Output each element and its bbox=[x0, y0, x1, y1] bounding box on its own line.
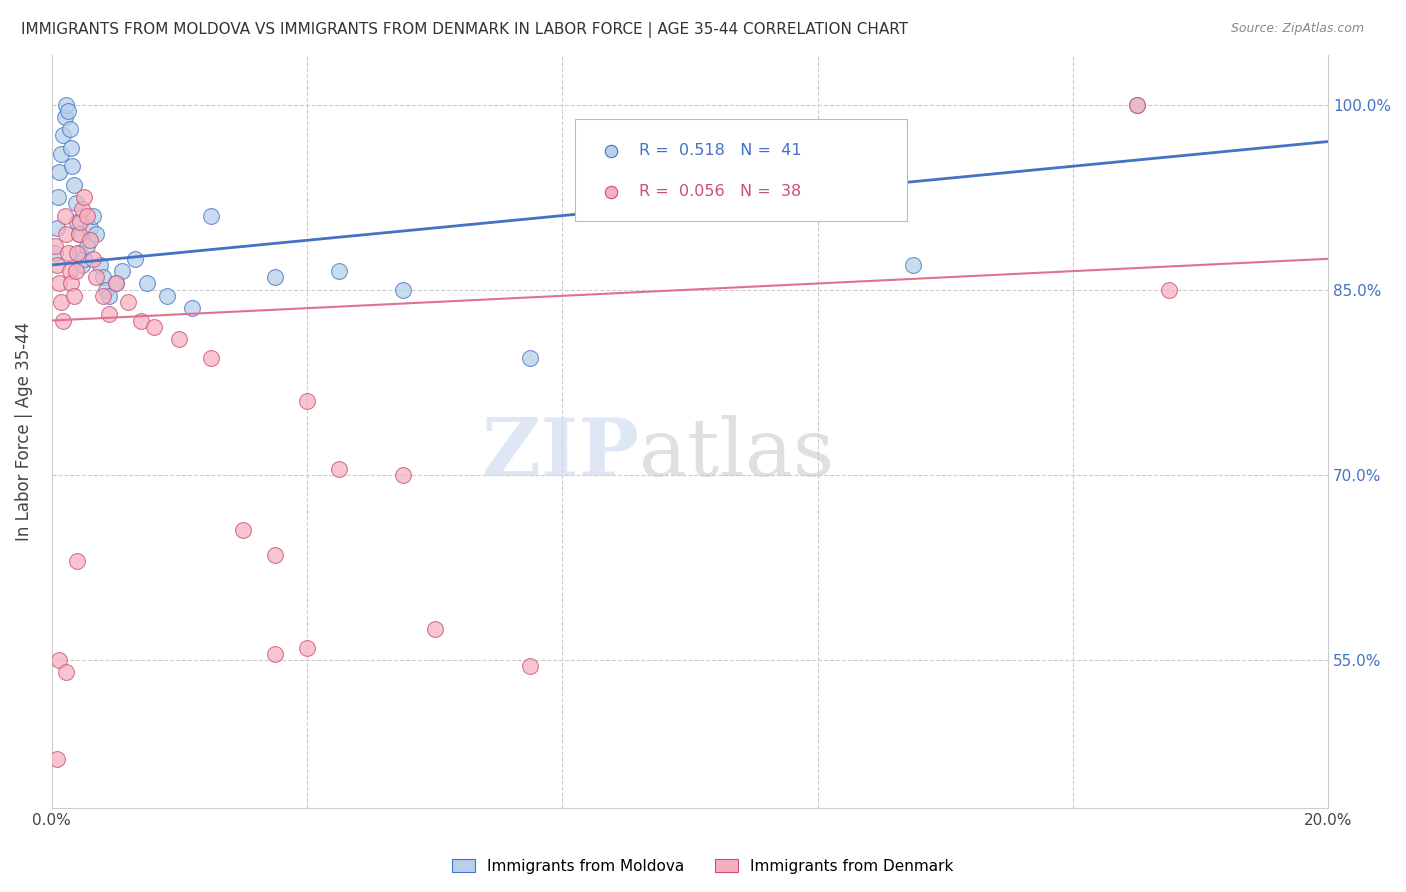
Point bbox=[76, 209, 98, 223]
Point bbox=[48, 165, 70, 179]
Point bbox=[1157, 283, 1180, 297]
Point bbox=[91, 270, 114, 285]
Point bbox=[63, 289, 86, 303]
Point bbox=[104, 277, 127, 291]
Point bbox=[79, 221, 101, 235]
Point bbox=[169, 332, 191, 346]
Point bbox=[142, 319, 165, 334]
Point bbox=[82, 209, 104, 223]
Point bbox=[82, 252, 104, 266]
Point bbox=[679, 165, 702, 179]
Point bbox=[1125, 97, 1147, 112]
Point bbox=[48, 277, 70, 291]
Point bbox=[328, 461, 350, 475]
Point bbox=[200, 351, 222, 365]
Point bbox=[65, 264, 87, 278]
Point bbox=[89, 258, 111, 272]
Point bbox=[53, 209, 76, 223]
Point bbox=[67, 227, 90, 241]
Point bbox=[66, 245, 89, 260]
Point bbox=[111, 264, 134, 278]
Point bbox=[124, 252, 146, 266]
Point bbox=[45, 258, 67, 272]
Y-axis label: In Labor Force | Age 35-44: In Labor Force | Age 35-44 bbox=[15, 322, 32, 541]
Point bbox=[86, 270, 108, 285]
Point bbox=[66, 215, 89, 229]
Point bbox=[63, 178, 86, 192]
Point bbox=[73, 252, 96, 266]
Legend: Immigrants from Moldova, Immigrants from Denmark: Immigrants from Moldova, Immigrants from… bbox=[446, 853, 960, 880]
Point bbox=[94, 283, 117, 297]
Point bbox=[79, 233, 101, 247]
Text: atlas: atlas bbox=[638, 415, 834, 493]
Point bbox=[129, 313, 152, 327]
Point bbox=[76, 239, 98, 253]
Point bbox=[69, 215, 91, 229]
Point bbox=[117, 295, 139, 310]
Point bbox=[69, 245, 91, 260]
Point bbox=[328, 264, 350, 278]
Point bbox=[51, 295, 73, 310]
Point bbox=[232, 524, 254, 538]
Point bbox=[104, 277, 127, 291]
Point bbox=[519, 351, 541, 365]
Point bbox=[156, 289, 179, 303]
Point bbox=[44, 245, 66, 260]
Point bbox=[55, 227, 77, 241]
Point bbox=[423, 622, 446, 636]
Point bbox=[59, 264, 82, 278]
Point bbox=[391, 283, 413, 297]
Point bbox=[295, 640, 318, 655]
Point bbox=[98, 289, 121, 303]
Point bbox=[66, 554, 89, 568]
Point bbox=[86, 227, 108, 241]
Point bbox=[52, 313, 75, 327]
Point bbox=[45, 221, 67, 235]
Point bbox=[98, 307, 121, 321]
Point bbox=[51, 147, 73, 161]
Point bbox=[59, 141, 82, 155]
Point bbox=[65, 196, 87, 211]
Point bbox=[44, 239, 66, 253]
Point bbox=[59, 277, 82, 291]
Point bbox=[200, 209, 222, 223]
Point bbox=[391, 467, 413, 482]
Point bbox=[295, 393, 318, 408]
Point bbox=[72, 202, 94, 217]
Point bbox=[56, 103, 79, 118]
Point bbox=[56, 245, 79, 260]
Point bbox=[1125, 97, 1147, 112]
Point bbox=[59, 122, 82, 136]
Point bbox=[48, 653, 70, 667]
Point bbox=[52, 128, 75, 143]
Text: IMMIGRANTS FROM MOLDOVA VS IMMIGRANTS FROM DENMARK IN LABOR FORCE | AGE 35-44 CO: IMMIGRANTS FROM MOLDOVA VS IMMIGRANTS FR… bbox=[21, 22, 908, 38]
Point bbox=[136, 277, 159, 291]
Point bbox=[264, 647, 287, 661]
Point bbox=[264, 548, 287, 562]
Point bbox=[519, 659, 541, 673]
Point bbox=[55, 97, 77, 112]
Point bbox=[45, 752, 67, 766]
Point bbox=[903, 258, 925, 272]
Point bbox=[67, 227, 90, 241]
Point bbox=[60, 159, 83, 173]
Point bbox=[181, 301, 204, 315]
Point bbox=[53, 110, 76, 124]
Point bbox=[91, 289, 114, 303]
Text: R =  0.518   N =  41: R = 0.518 N = 41 bbox=[638, 144, 801, 159]
Point bbox=[46, 190, 69, 204]
FancyBboxPatch shape bbox=[575, 120, 907, 221]
Point bbox=[73, 190, 96, 204]
Text: ZIP: ZIP bbox=[482, 415, 638, 493]
Text: Source: ZipAtlas.com: Source: ZipAtlas.com bbox=[1230, 22, 1364, 36]
Point bbox=[264, 270, 287, 285]
Point bbox=[55, 665, 77, 680]
Text: R =  0.056   N =  38: R = 0.056 N = 38 bbox=[638, 184, 801, 199]
Point bbox=[72, 258, 94, 272]
